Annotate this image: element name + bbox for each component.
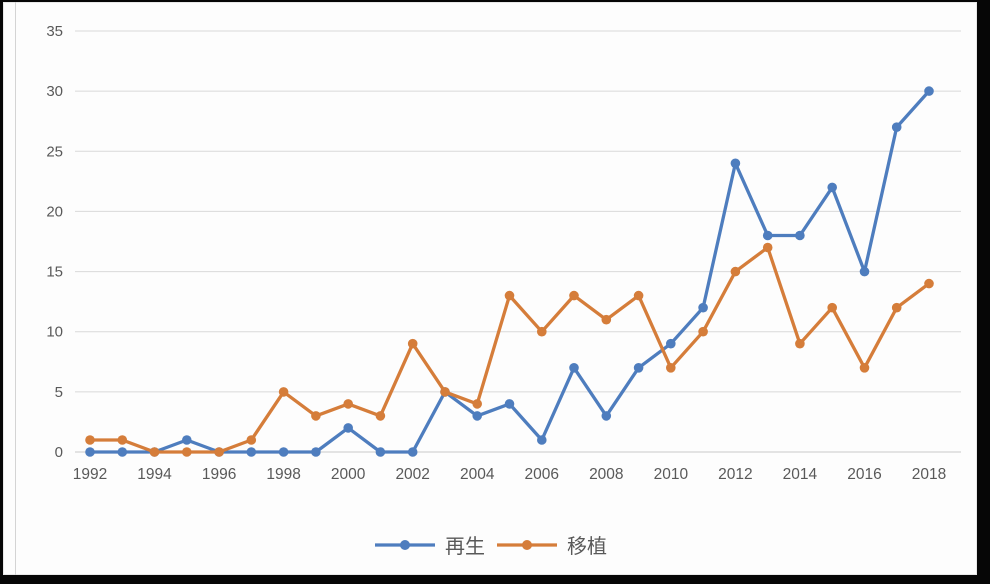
y-tick-label: 35	[46, 23, 63, 40]
data-point-0	[859, 266, 870, 277]
legend-item-0: 再生	[373, 530, 485, 559]
data-point-1	[569, 290, 579, 301]
data-point-1	[182, 447, 192, 457]
data-point-0	[472, 411, 483, 421]
x-tick-label: 2002	[395, 466, 429, 483]
data-point-0	[569, 363, 579, 373]
data-point-0	[182, 435, 192, 445]
x-tick-label: 2010	[654, 466, 689, 483]
x-tick-label: 2018	[912, 466, 946, 483]
data-point-0	[407, 447, 418, 457]
data-point-1	[214, 447, 224, 457]
data-point-1	[149, 447, 160, 457]
data-point-1	[762, 242, 773, 253]
data-point-0	[311, 447, 321, 457]
data-point-0	[375, 447, 386, 457]
x-tick-label: 1998	[266, 466, 300, 483]
data-point-1	[278, 387, 289, 397]
x-tick-label: 1992	[73, 466, 107, 483]
data-point-1	[698, 326, 708, 337]
x-tick-label: 2016	[847, 466, 881, 483]
y-tick-label: 5	[55, 384, 63, 401]
data-point-1	[85, 435, 95, 445]
x-tick-label: 2012	[718, 466, 752, 483]
x-tick-label: 2006	[525, 466, 559, 483]
data-point-0	[343, 423, 354, 433]
y-tick-label: 20	[46, 203, 63, 220]
data-point-0	[537, 435, 547, 445]
legend-marker-icon	[375, 539, 435, 550]
line-chart: 0 5 10 15 20 25 30 35 1992 1994 1996 1998 2000 2002 20…	[46, 23, 961, 483]
y-tick-label: 0	[55, 444, 63, 461]
data-point-0	[891, 122, 902, 132]
data-point-1	[440, 387, 450, 397]
data-point-0	[730, 158, 741, 169]
data-point-0	[85, 447, 95, 457]
data-point-0	[795, 230, 805, 241]
x-tick-label: 2004	[460, 466, 495, 483]
chart-legend: 再生 移植	[3, 530, 977, 559]
data-point-0	[762, 230, 773, 241]
data-point-1	[375, 411, 386, 421]
data-point-1	[311, 411, 321, 421]
data-point-1	[407, 338, 418, 349]
data-point-1	[730, 266, 741, 277]
data-point-1	[891, 302, 902, 313]
legend-label: 移植	[567, 536, 607, 558]
data-point-1	[343, 399, 354, 409]
left-edge-artifact	[15, 2, 16, 575]
series-line-1	[88, 245, 931, 454]
data-point-1	[795, 338, 805, 349]
data-point-1	[601, 314, 612, 325]
data-point-1	[504, 290, 515, 301]
chart-card: 0 5 10 15 20 25 30 35 1992 1994 1996 1998 2000 2002 20…	[3, 2, 977, 575]
data-point-0	[278, 447, 289, 457]
y-tick-label: 30	[46, 83, 63, 100]
x-tick-label: 2008	[589, 466, 623, 483]
data-point-0	[117, 447, 128, 457]
x-tick-label: 2000	[331, 466, 366, 483]
x-tick-label: 2014	[783, 466, 818, 483]
x-tick-label: 1996	[202, 466, 236, 483]
data-point-1	[924, 278, 934, 289]
data-point-1	[537, 326, 547, 337]
y-tick-label: 10	[46, 324, 63, 341]
legend-label: 再生	[445, 536, 485, 558]
data-point-1	[117, 435, 128, 445]
y-tick-label: 25	[46, 143, 63, 160]
data-point-1	[246, 435, 257, 445]
data-point-0	[924, 86, 934, 96]
data-point-0	[246, 447, 257, 457]
y-tick-label: 15	[46, 264, 63, 281]
data-point-0	[698, 302, 708, 313]
data-point-0	[601, 411, 612, 421]
data-point-0	[827, 182, 837, 193]
data-point-1	[827, 302, 837, 313]
data-point-1	[666, 363, 676, 373]
data-point-1	[859, 363, 870, 373]
data-point-0	[633, 363, 644, 373]
data-point-0	[666, 338, 676, 349]
legend-item-1: 移植	[495, 530, 607, 559]
data-point-0	[504, 399, 515, 409]
x-tick-label: 1994	[137, 466, 172, 483]
legend-marker-icon	[497, 539, 557, 550]
data-point-1	[633, 290, 644, 301]
data-point-1	[472, 399, 483, 409]
